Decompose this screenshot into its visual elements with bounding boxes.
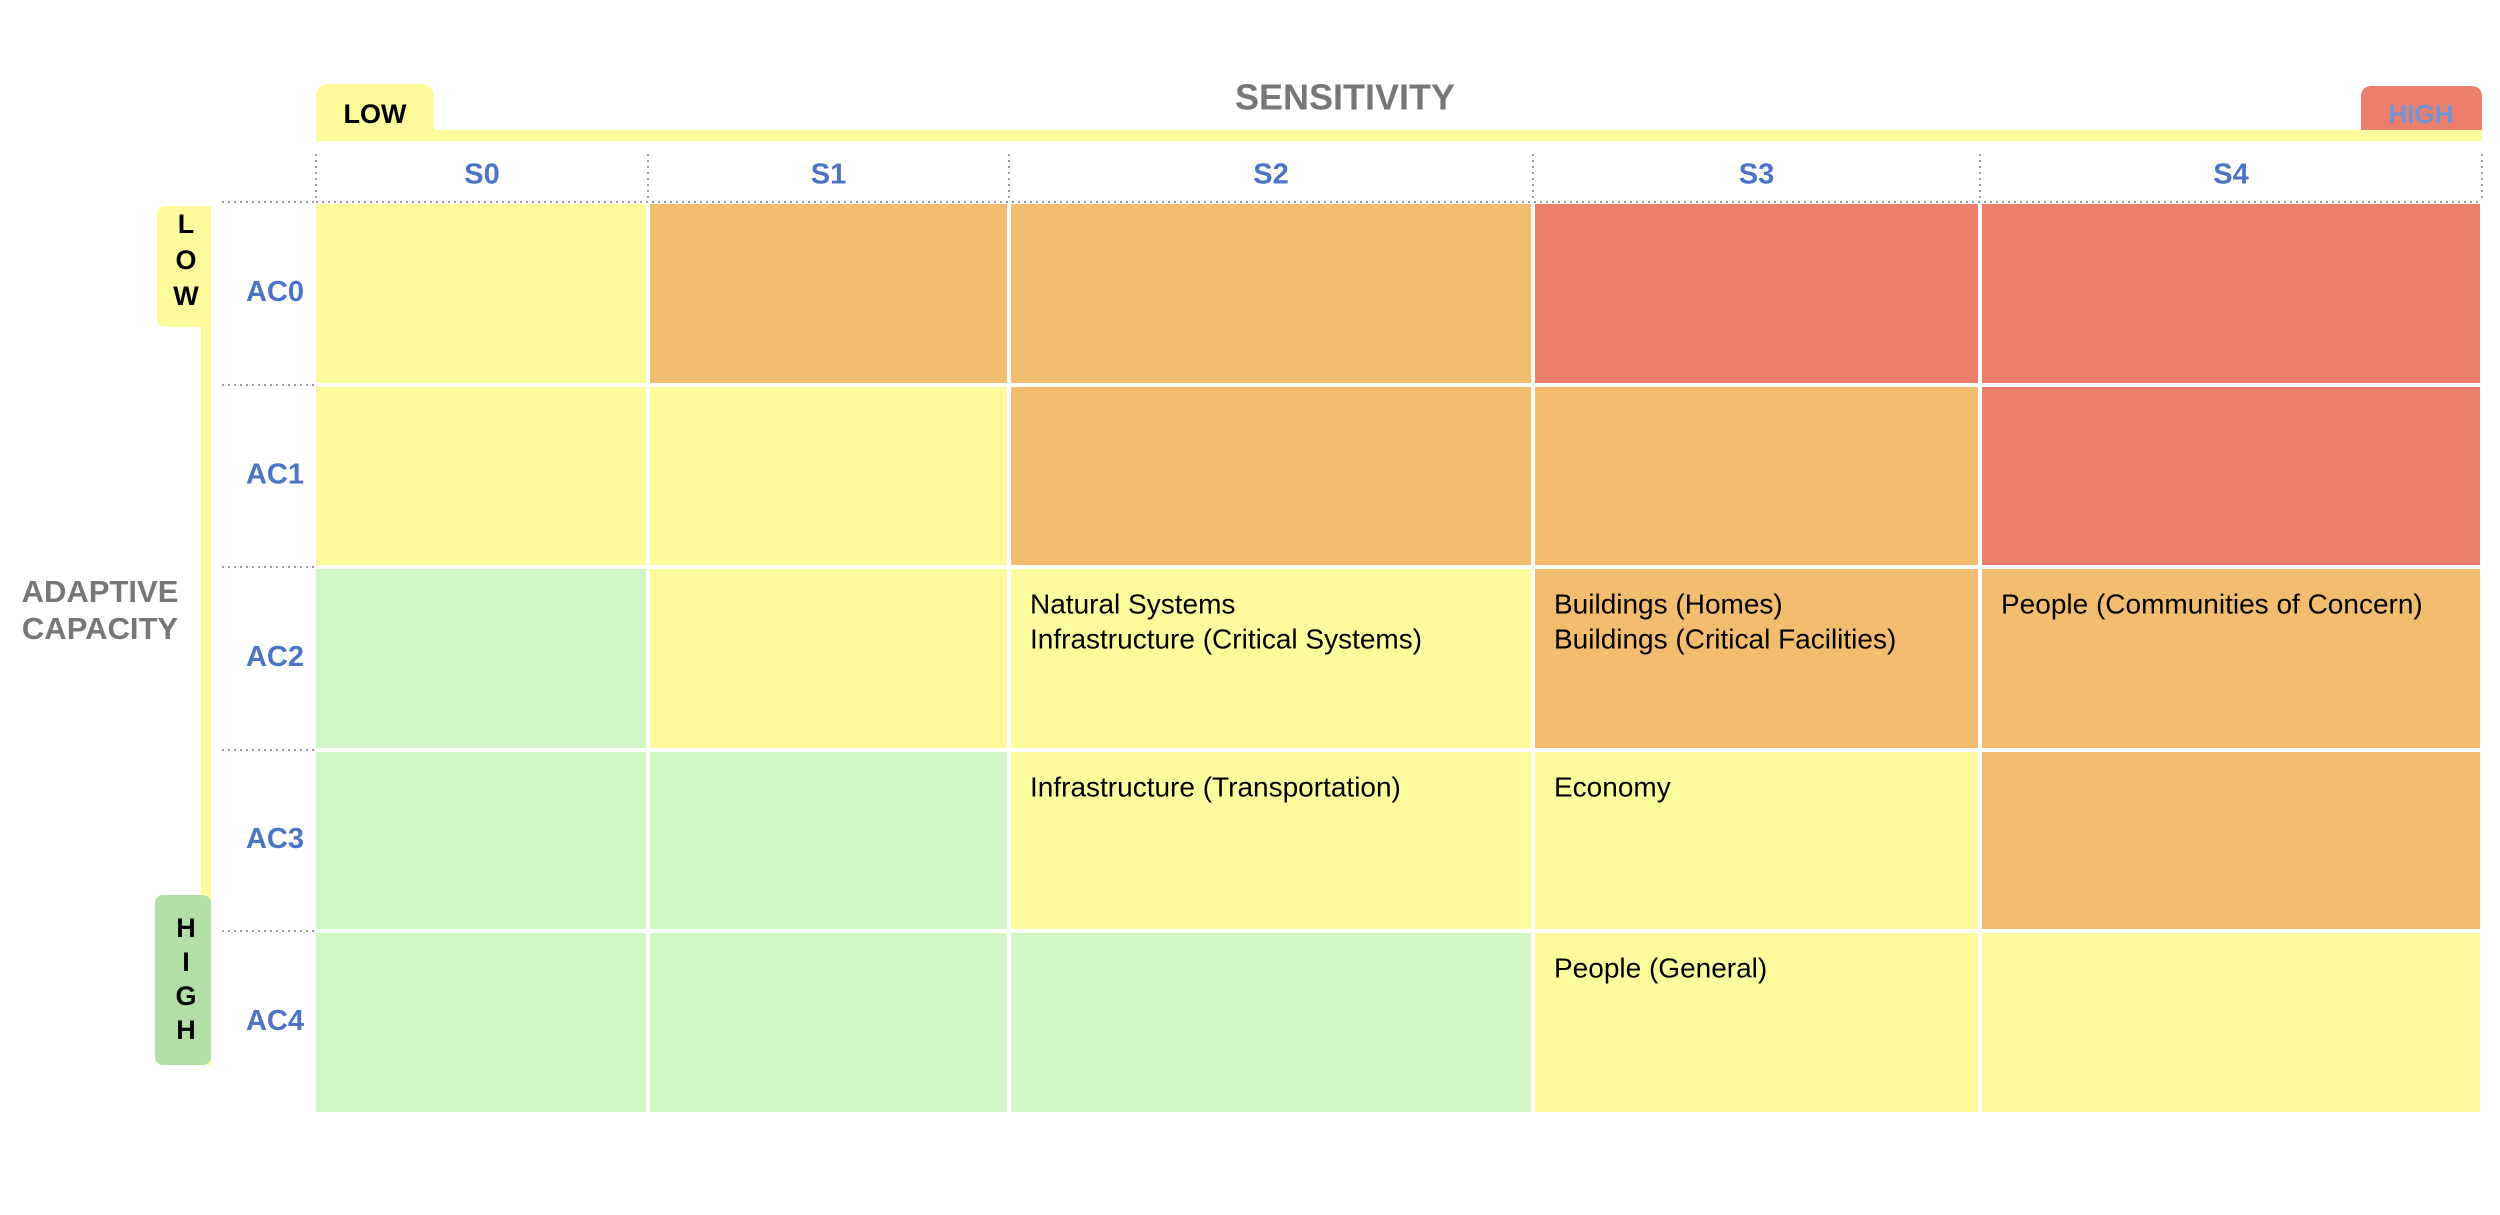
matrix-cell xyxy=(650,387,1007,565)
matrix-cell xyxy=(316,569,646,748)
matrix-cell xyxy=(650,752,1007,929)
matrix-cell xyxy=(1011,933,1531,1112)
row-label: AC0 xyxy=(246,276,304,308)
matrix-cell xyxy=(1535,204,1978,383)
sensitivity-bar xyxy=(316,130,2482,141)
low-tab xyxy=(157,206,211,327)
axis-title: ADAPTIVE xyxy=(22,574,179,609)
matrix-cell xyxy=(650,933,1007,1112)
matrix-cell xyxy=(1011,569,1531,748)
cell-item: Buildings (Homes) xyxy=(1554,588,1783,619)
high-label: HIGH xyxy=(2389,99,2454,129)
matrix-cell xyxy=(650,569,1007,748)
matrix-cell xyxy=(316,933,646,1112)
row-label: AC3 xyxy=(246,823,304,855)
cell-item: Infrastructure (Critical Systems) xyxy=(1030,623,1422,654)
column-label: S3 xyxy=(1739,159,1774,191)
matrix-cell xyxy=(650,204,1007,383)
matrix-cell xyxy=(1982,569,2480,748)
matrix-cell xyxy=(1982,752,2480,929)
matrix-cell xyxy=(316,387,646,565)
matrix-cell xyxy=(316,752,646,929)
axis-title: SENSITIVITY xyxy=(1235,77,1455,118)
matrix-cell xyxy=(1011,387,1531,565)
row-label: AC4 xyxy=(246,1005,304,1037)
matrix-cell xyxy=(1982,933,2480,1112)
column-label: S0 xyxy=(464,159,499,191)
cell-item: People (General) xyxy=(1554,952,1767,983)
cell-item: Economy xyxy=(1554,771,1671,802)
low-tab xyxy=(316,84,434,141)
low-label: LOW xyxy=(344,99,407,129)
column-label: S4 xyxy=(2213,159,2248,191)
matrix-cell xyxy=(1535,933,1978,1112)
matrix-cell xyxy=(316,204,646,383)
matrix-cell xyxy=(1011,204,1531,383)
matrix-cell xyxy=(1982,387,2480,565)
capacity-bar xyxy=(201,206,211,1065)
row-label: AC1 xyxy=(246,459,304,491)
matrix-cell xyxy=(1535,752,1978,929)
axis-title: CAPACITY xyxy=(22,611,178,646)
high-tab xyxy=(155,895,211,1065)
matrix-cell xyxy=(1011,752,1531,929)
cell-item: Buildings (Critical Facilities) xyxy=(1554,623,1896,654)
matrix-cell xyxy=(1535,569,1978,748)
cell-item: Natural Systems xyxy=(1030,588,1235,619)
column-label: S2 xyxy=(1253,159,1288,191)
cell-item: People (Communities of Concern) xyxy=(2001,588,2423,619)
row-label: AC2 xyxy=(246,641,304,673)
matrix-cell xyxy=(1982,204,2480,383)
high-tab xyxy=(2361,86,2482,141)
column-label: S1 xyxy=(811,159,846,191)
cell-item: Infrastructure (Transportation) xyxy=(1030,771,1401,802)
matrix-cell xyxy=(1535,387,1978,565)
